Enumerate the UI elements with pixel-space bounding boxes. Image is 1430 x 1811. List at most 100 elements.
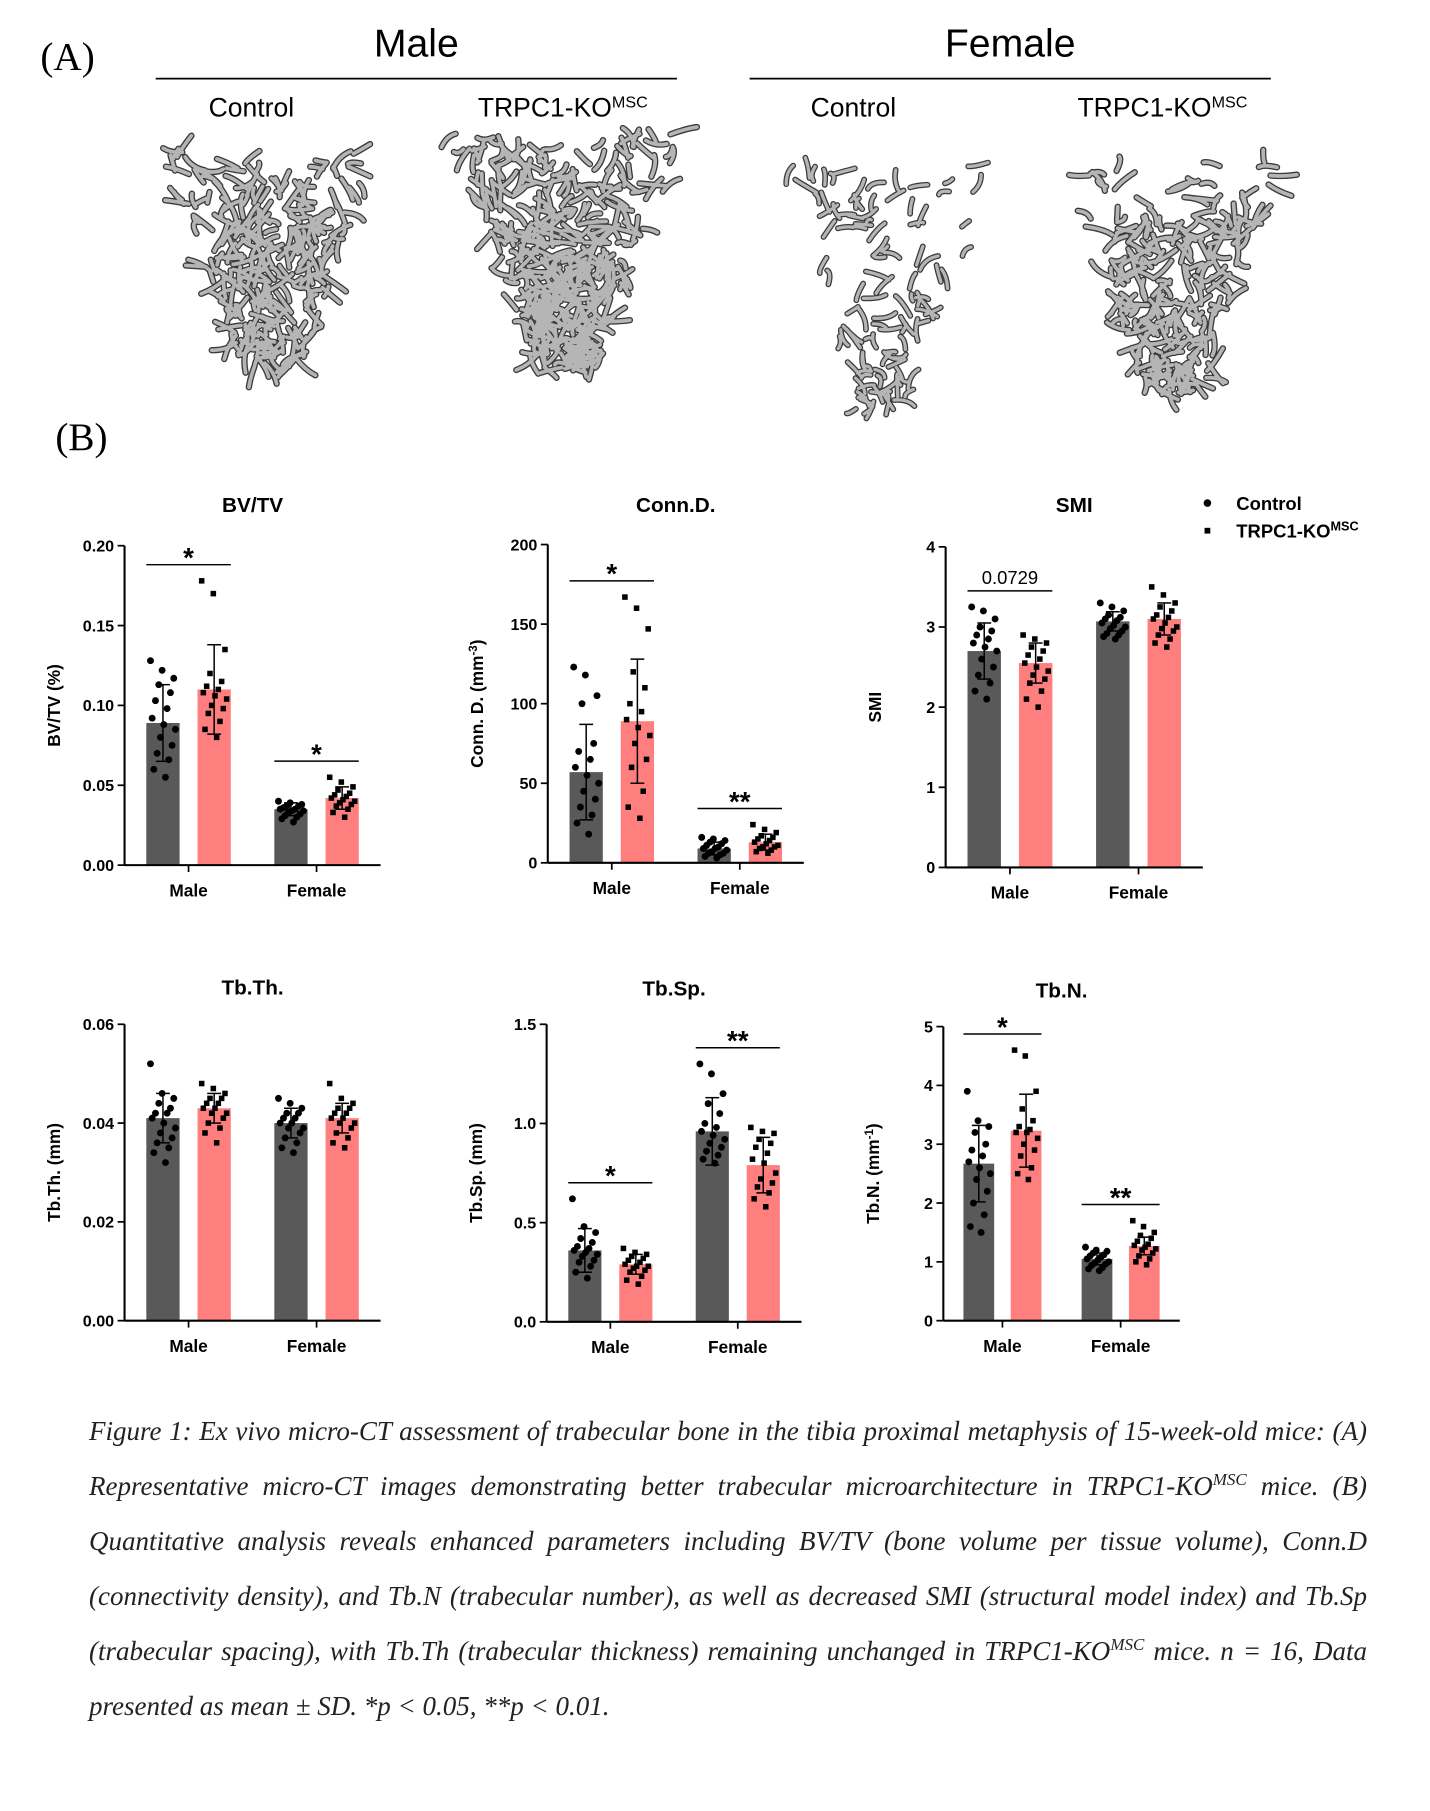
data-point	[1082, 1243, 1089, 1251]
data-point	[980, 1211, 988, 1219]
data-point	[351, 1120, 358, 1126]
data-point	[166, 689, 174, 697]
error-bar	[630, 658, 645, 785]
data-point	[963, 1087, 971, 1095]
trabecula-fill	[439, 125, 699, 382]
data-point	[1042, 676, 1048, 682]
y-tick-label: 0.05	[83, 777, 114, 795]
data-point	[588, 811, 596, 819]
data-point	[979, 607, 987, 615]
y-tick-label: 4	[926, 539, 935, 557]
data-point	[633, 1263, 640, 1270]
data-point	[1025, 652, 1031, 658]
data-point	[150, 1149, 158, 1157]
data-point	[576, 803, 584, 811]
data-point	[1152, 640, 1158, 646]
data-point	[628, 1253, 635, 1260]
data-point	[168, 1134, 176, 1142]
significance-label: 0.0729	[982, 567, 1038, 588]
group-title: Female	[945, 23, 1076, 66]
data-point	[969, 639, 977, 647]
y-tick-label: 2	[926, 699, 935, 717]
data-point	[640, 788, 646, 794]
data-point	[350, 1100, 356, 1107]
data-point	[1083, 1255, 1091, 1263]
x-tick-label: Female	[1091, 1336, 1151, 1356]
superscript: MSC	[1331, 520, 1359, 534]
significance-label: **	[727, 1025, 749, 1056]
column-title: TRPC1-KOMSC	[1077, 93, 1247, 123]
column-title: Control	[209, 93, 294, 123]
caption-text: Figure 1: Ex vivo micro-CT assessment of…	[89, 1416, 1367, 1501]
data-point	[1038, 688, 1045, 694]
y-tick-label: 0.10	[83, 697, 114, 715]
data-point	[281, 1134, 289, 1142]
x-tick-label: Female	[287, 1336, 347, 1356]
data-point	[160, 1119, 168, 1127]
y-tick-label: 200	[510, 536, 537, 554]
y-tick-label: 50	[519, 775, 537, 793]
significance-label: *	[311, 738, 322, 769]
data-point	[993, 647, 1001, 655]
data-point	[1174, 624, 1180, 630]
y-tick-label: 150	[510, 616, 537, 634]
data-point	[719, 1090, 727, 1098]
data-point	[986, 679, 994, 687]
data-point	[1142, 1244, 1148, 1250]
data-point	[577, 1235, 585, 1242]
data-point	[1146, 1256, 1153, 1262]
data-point	[591, 795, 599, 803]
data-point	[210, 1085, 217, 1092]
trabecula-fill	[161, 133, 373, 390]
data-point	[202, 1130, 208, 1136]
data-point	[1035, 704, 1041, 710]
chart-title: Tb.N.	[1036, 980, 1088, 1003]
data-point	[1170, 628, 1177, 634]
superscript: -1	[864, 1129, 876, 1140]
data-point	[643, 756, 650, 763]
group-title: Male	[374, 23, 459, 66]
trabecula-fill	[784, 156, 990, 421]
data-point	[701, 1120, 709, 1127]
y-tick-label: 0.0	[514, 1314, 536, 1332]
y-tick-label: 1	[924, 1254, 933, 1272]
data-point	[1028, 644, 1035, 650]
data-point	[148, 1114, 156, 1122]
y-tick-label: 5	[924, 1018, 933, 1036]
data-point	[622, 1261, 628, 1268]
data-point	[1022, 1053, 1029, 1059]
data-point	[587, 1262, 595, 1270]
data-point	[716, 1110, 724, 1118]
data-point	[336, 800, 343, 806]
data-point	[326, 1080, 333, 1087]
y-axis-label: BV/TV (%)	[44, 664, 64, 747]
data-point	[765, 850, 771, 857]
data-point	[751, 1196, 757, 1202]
data-point	[625, 1257, 632, 1264]
data-point	[699, 845, 707, 852]
data-point	[1031, 1147, 1038, 1153]
data-point	[696, 1060, 704, 1068]
data-point	[210, 590, 217, 597]
data-point	[637, 815, 643, 822]
y-tick-label: 0.04	[83, 1115, 114, 1133]
data-point	[968, 1146, 976, 1154]
data-point	[153, 1139, 161, 1147]
y-tick-label: 0.06	[83, 1016, 114, 1034]
data-point	[640, 1255, 647, 1262]
data-point	[212, 693, 218, 699]
significance-label: **	[729, 786, 751, 817]
data-point	[766, 837, 773, 844]
superscript: MSC	[612, 94, 648, 112]
bar	[967, 651, 1001, 868]
text-run: TRPC1-KO	[1236, 521, 1330, 542]
data-point	[161, 1159, 169, 1167]
data-point	[328, 795, 335, 801]
data-point	[712, 1123, 720, 1131]
data-point	[331, 1110, 338, 1116]
data-point	[1030, 672, 1036, 678]
data-point	[1153, 612, 1160, 618]
data-point	[345, 1135, 351, 1141]
data-point	[336, 1120, 343, 1126]
data-point	[326, 774, 333, 781]
